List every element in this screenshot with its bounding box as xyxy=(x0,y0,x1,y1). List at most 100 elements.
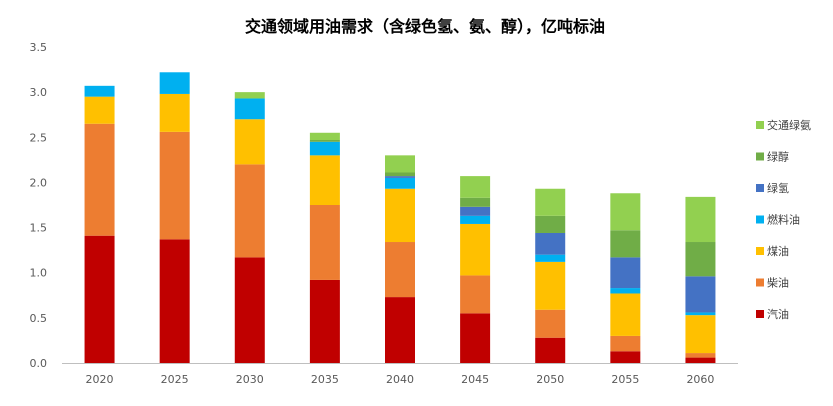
legend-label: 交通绿氨 xyxy=(767,118,811,132)
bar-stack-2025 xyxy=(159,72,190,363)
legend-item: 绿醇 xyxy=(756,150,789,164)
bar-2055-series-2 xyxy=(610,293,641,336)
bar-stack-2055 xyxy=(610,193,641,363)
bar-2040-series-4 xyxy=(385,176,415,178)
bar-2030-series-0 xyxy=(234,257,265,363)
bar-2035-series-2 xyxy=(309,155,340,205)
x-tick-label: 2040 xyxy=(386,373,414,386)
legend-item: 柴油 xyxy=(756,276,789,290)
legend-swatch xyxy=(756,152,764,161)
legend-item: 燃料油 xyxy=(756,213,800,227)
y-tick-label: 2.0 xyxy=(30,176,48,189)
legend-label: 绿氢 xyxy=(767,181,789,195)
bar-2060-series-6 xyxy=(685,196,716,243)
bar-2060-series-0 xyxy=(685,357,716,363)
bar-2040-series-2 xyxy=(385,188,415,243)
bar-stack-2050 xyxy=(535,188,566,363)
bar-2025-series-2 xyxy=(159,93,190,132)
bar-2020-series-0 xyxy=(84,235,115,363)
bar-2035-series-0 xyxy=(309,279,340,363)
x-tick-label: 2020 xyxy=(86,373,114,386)
y-tick-label: 0.0 xyxy=(30,357,48,370)
x-tick-label: 2060 xyxy=(686,373,714,386)
bar-2045-series-4 xyxy=(460,206,491,216)
bar-2040-series-1 xyxy=(385,242,415,298)
bar-2035-series-1 xyxy=(309,205,340,280)
y-tick-label: 3.0 xyxy=(30,86,48,99)
bar-2040-series-3 xyxy=(385,177,415,189)
bar-2055-series-0 xyxy=(610,351,641,363)
bar-2040-series-0 xyxy=(385,297,415,363)
legend-label: 煤油 xyxy=(767,244,789,258)
bar-2050-series-5 xyxy=(535,215,566,233)
chart-title: 交通领域用油需求（含绿色氢、氨、醇），亿吨标油 xyxy=(245,17,605,36)
bar-stack-2040 xyxy=(385,155,415,363)
legend-swatch xyxy=(756,184,764,192)
bar-2040-series-5 xyxy=(385,172,415,177)
legend-item: 交通绿氨 xyxy=(756,118,811,132)
bar-2035-series-3 xyxy=(309,141,340,156)
bar-2040-series-6 xyxy=(385,155,415,173)
bar-2045-series-6 xyxy=(460,176,491,198)
y-tick-label: 0.5 xyxy=(30,312,48,325)
bar-2020-series-3 xyxy=(84,85,115,97)
bar-2020-series-1 xyxy=(84,123,115,236)
bar-2055-series-6 xyxy=(610,193,641,231)
y-tick-label: 1.0 xyxy=(30,267,48,280)
bar-2045-series-2 xyxy=(460,223,491,276)
bar-2025-series-0 xyxy=(159,239,190,363)
bar-2025-series-1 xyxy=(159,131,190,240)
bar-stack-2020 xyxy=(84,85,115,363)
y-tick-label: 1.5 xyxy=(30,222,48,235)
bar-2035-series-5 xyxy=(309,139,340,142)
bar-2055-series-4 xyxy=(610,257,641,289)
legend-swatch xyxy=(756,121,764,129)
bar-2050-series-6 xyxy=(535,188,566,216)
bar-2030-series-3 xyxy=(234,98,265,120)
x-tick-label: 2030 xyxy=(236,373,264,386)
bar-stack-2035 xyxy=(309,132,340,363)
legend-swatch xyxy=(756,247,764,255)
x-tick-label: 2045 xyxy=(461,373,489,386)
x-tick-label: 2025 xyxy=(161,373,189,386)
bar-2055-series-1 xyxy=(610,335,641,352)
x-tick-label: 2055 xyxy=(611,373,639,386)
bar-2030-series-2 xyxy=(234,119,265,165)
legend-label: 绿醇 xyxy=(767,150,789,164)
legend-item: 绿氢 xyxy=(756,181,789,195)
legend-swatch xyxy=(756,215,764,224)
legend-label: 柴油 xyxy=(767,276,789,290)
bar-2060-series-1 xyxy=(685,353,716,358)
bar-2060-series-3 xyxy=(685,312,716,316)
legend-item: 煤油 xyxy=(756,244,789,258)
bar-stack-2045 xyxy=(460,176,491,363)
bar-2025-series-3 xyxy=(159,72,190,94)
bar-2045-series-3 xyxy=(460,215,491,224)
bar-2035-series-6 xyxy=(309,132,340,140)
bar-2030-series-6 xyxy=(234,92,265,99)
legend-label: 汽油 xyxy=(767,307,789,321)
bar-2045-series-1 xyxy=(460,275,491,314)
bar-2060-series-4 xyxy=(685,276,716,313)
x-tick-label: 2050 xyxy=(536,373,564,386)
legend-swatch xyxy=(756,310,764,318)
bar-2030-series-1 xyxy=(234,164,265,258)
bar-2045-series-5 xyxy=(460,197,491,207)
bar-2050-series-4 xyxy=(535,232,566,255)
legend-label: 燃料油 xyxy=(767,213,800,227)
bar-2050-series-1 xyxy=(535,309,566,338)
bar-stack-2060 xyxy=(685,196,716,363)
bar-2055-series-5 xyxy=(610,230,641,258)
y-tick-label: 2.5 xyxy=(30,131,48,144)
bar-2050-series-3 xyxy=(535,254,566,262)
bar-2060-series-5 xyxy=(685,242,716,277)
bar-2060-series-2 xyxy=(685,315,716,354)
bar-2050-series-2 xyxy=(535,261,566,310)
legend-swatch xyxy=(756,278,764,287)
y-tick-label: 3.5 xyxy=(30,41,48,54)
bar-2050-series-0 xyxy=(535,337,566,363)
bar-2055-series-3 xyxy=(610,288,641,294)
x-tick-label: 2035 xyxy=(311,373,339,386)
bar-stack-2030 xyxy=(234,92,265,363)
